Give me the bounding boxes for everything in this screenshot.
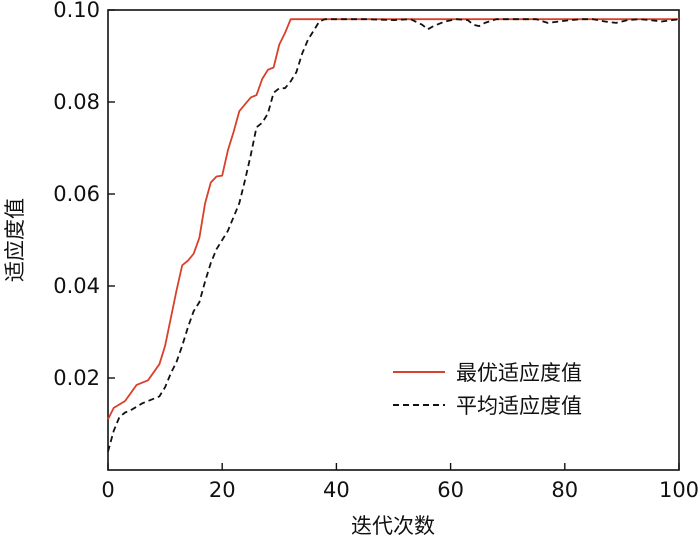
y-axis-title: 适应度值 (3, 198, 27, 282)
x-tick-label: 60 (437, 478, 464, 502)
y-tick-label: 0.04 (53, 274, 100, 298)
y-tick-label: 0.02 (53, 366, 100, 390)
x-tick-label: 80 (551, 478, 578, 502)
x-axis-ticks: 0 20 40 60 80 100 (101, 463, 699, 502)
y-tick-label: 0.06 (53, 182, 100, 206)
x-tick-label: 40 (323, 478, 350, 502)
x-axis-title: 迭代次数 (351, 514, 435, 538)
legend: 最优适应度值 平均适应度值 (393, 361, 582, 418)
x-tick-label: 20 (209, 478, 236, 502)
plot-frame (107, 9, 680, 471)
y-tick-label: 0.10 (53, 0, 100, 22)
legend-label-best: 最优适应度值 (456, 361, 582, 385)
x-tick-label: 0 (101, 478, 114, 502)
series-layer (107, 18, 680, 452)
series-line-average (107, 18, 680, 452)
y-tick-label: 0.08 (53, 90, 100, 114)
legend-label-average: 平均适应度值 (456, 394, 582, 418)
series-line-best (107, 18, 679, 420)
x-tick-label: 100 (659, 478, 699, 502)
y-axis-ticks: 0.02 0.04 0.06 0.08 0.10 (53, 0, 115, 390)
